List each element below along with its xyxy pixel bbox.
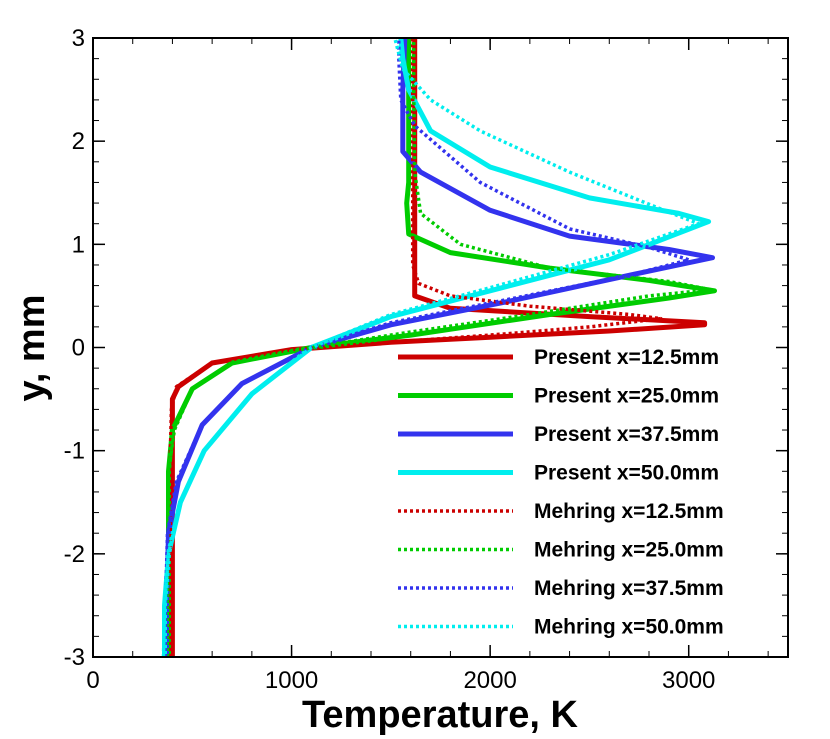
legend-label: Mehring x=25.0mm: [534, 539, 724, 562]
series-line-mehring-x-25-0mm: [165, 38, 713, 657]
series-line-present-x-50-0mm: [162, 37, 712, 657]
y-tick-label: 1: [72, 231, 85, 258]
series-line-mehring-x-12-5mm: [168, 38, 663, 657]
legend-label: Present x=37.5mm: [534, 423, 719, 446]
series-line-mehring-x-50-0mm: [161, 37, 701, 658]
legend: Present x=12.5mm Present x=25.0mm Present …: [398, 346, 724, 639]
x-tick-label: 2000: [463, 667, 516, 694]
legend-label: Present x=25.0mm: [534, 385, 719, 408]
series-layer: [161, 37, 717, 658]
tick-labels: 0 1000 2000 3000 -3 -2 -1 0 1 2 3: [64, 25, 716, 694]
y-tick-label: 3: [72, 25, 85, 52]
x-tick-label: 3000: [662, 667, 715, 694]
y-tick-label: -2: [64, 541, 85, 568]
y-tick-label: -1: [64, 438, 85, 465]
legend-label: Mehring x=50.0mm: [534, 616, 724, 639]
series-line-present-x-37-5mm: [164, 37, 715, 657]
y-tick-label: 2: [72, 128, 85, 155]
y-axis-title: y, mm: [11, 294, 53, 401]
y-tick-label: 0: [72, 335, 85, 362]
legend-label: Mehring x=12.5mm: [534, 500, 724, 523]
x-tick-label: 0: [86, 667, 99, 694]
x-axis-title: Temperature, K: [302, 694, 578, 736]
y-tick-label: -3: [64, 644, 85, 671]
legend-label: Present x=12.5mm: [534, 346, 719, 369]
legend-label: Mehring x=37.5mm: [534, 577, 724, 600]
x-tick-label: 1000: [265, 667, 318, 694]
legend-label: Present x=50.0mm: [534, 462, 719, 485]
plot-frame: [92, 37, 789, 658]
series-line-present-x-12-5mm: [169, 38, 708, 657]
